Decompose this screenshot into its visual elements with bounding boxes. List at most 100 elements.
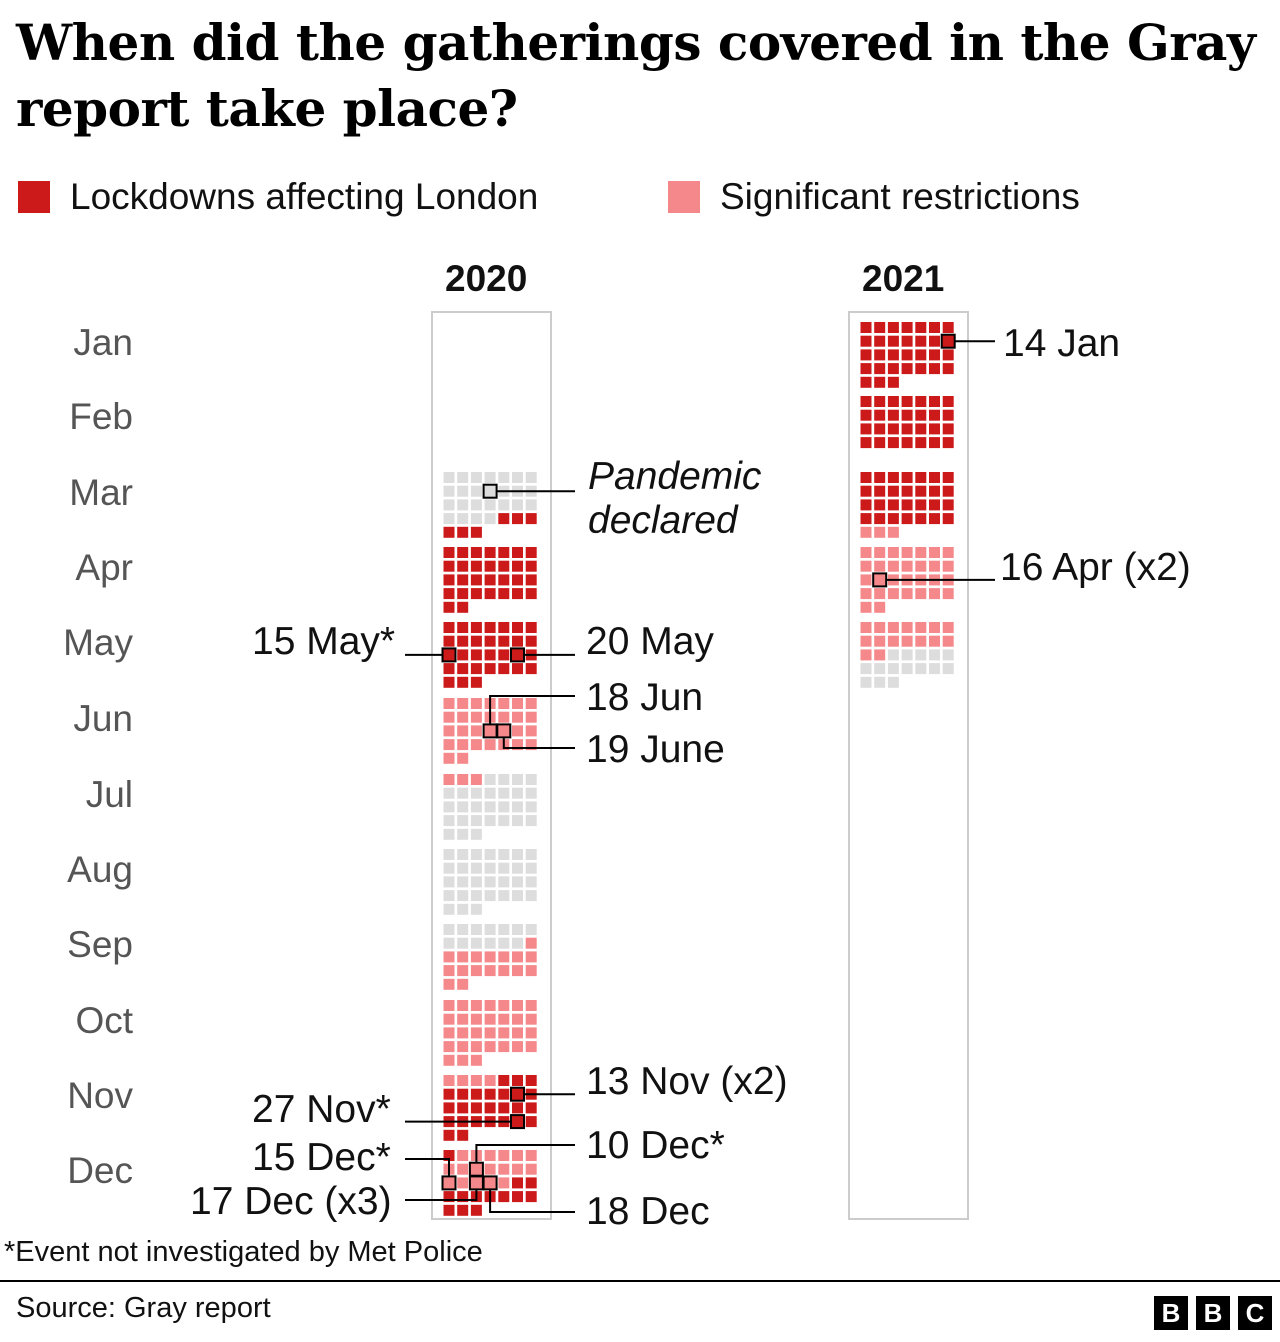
day-cell-2020-10-27 [512, 1041, 523, 1053]
day-cell-2020-3-1 [443, 472, 455, 483]
day-cell-2020-12-13 [512, 1163, 523, 1175]
day-cell-2020-7-24 [470, 815, 482, 827]
day-cell-2021-2-13 [929, 409, 940, 421]
day-cell-2020-7-19 [498, 801, 510, 813]
day-cell-2020-7-21 [525, 801, 537, 813]
day-cell-2021-1-22 [860, 363, 872, 375]
day-cell-2021-5-6 [929, 622, 940, 633]
annotation-marker-2020-11-13 [510, 1086, 525, 1102]
day-cell-2020-5-8 [443, 635, 455, 647]
day-cell-2020-10-30 [457, 1054, 469, 1066]
annotation-label-2020-12-17: 17 Dec (x3) [190, 1180, 392, 1223]
day-cell-2020-9-5 [498, 924, 510, 935]
month-label-aug: Aug [67, 849, 133, 890]
day-cell-2021-1-25 [901, 363, 913, 375]
day-cell-2021-5-5 [915, 622, 927, 633]
day-cell-2021-4-10 [887, 560, 899, 572]
day-cell-2021-1-31 [887, 376, 899, 388]
day-cell-2021-2-8 [860, 409, 872, 421]
day-cell-2021-3-1 [860, 472, 872, 483]
day-cell-2020-3-19 [498, 499, 510, 511]
day-cell-2021-5-10 [887, 635, 899, 647]
day-cell-2020-3-3 [470, 472, 482, 483]
day-cell-2020-6-13 [512, 711, 523, 723]
day-cell-2020-5-26 [498, 663, 510, 675]
day-cell-2021-4-3 [887, 547, 899, 558]
day-cell-2020-4-26 [498, 588, 510, 600]
day-cell-2020-5-6 [512, 622, 523, 633]
day-cell-2021-2-6 [929, 396, 940, 407]
day-cell-2021-3-15 [860, 499, 872, 511]
day-cell-2021-1-19 [915, 349, 927, 361]
day-cell-2020-10-5 [498, 1000, 510, 1011]
day-cell-2020-8-29 [443, 903, 455, 915]
day-cell-2021-3-20 [929, 499, 940, 511]
day-cell-2020-5-23 [457, 663, 469, 675]
legend-item-lockdowns: Lockdowns affecting London [18, 176, 538, 218]
day-cell-2021-1-10 [887, 335, 899, 347]
day-cell-2020-9-22 [443, 965, 455, 977]
day-cell-2020-6-29 [443, 752, 455, 764]
day-cell-2020-4-1 [443, 547, 455, 558]
day-cell-2020-8-8 [443, 862, 455, 874]
day-cell-2020-10-21 [525, 1027, 537, 1039]
day-cell-2020-9-30 [457, 978, 469, 990]
day-cell-2020-3-24 [470, 513, 482, 525]
day-cell-2021-2-11 [901, 409, 913, 421]
day-cell-2021-2-4 [901, 396, 913, 407]
day-cell-2020-7-7 [525, 774, 537, 785]
day-cell-2021-4-25 [901, 588, 913, 600]
day-cell-2020-9-23 [457, 965, 469, 977]
day-cell-2020-10-25 [484, 1041, 496, 1053]
day-cell-2021-3-17 [887, 499, 899, 511]
day-cell-2020-5-1 [443, 622, 455, 633]
day-cell-2020-8-18 [484, 876, 496, 888]
day-cell-2020-8-14 [525, 862, 537, 874]
day-cell-2020-7-28 [525, 815, 537, 827]
year-panel-2021 [848, 311, 969, 1220]
day-cell-2020-3-20 [512, 499, 523, 511]
day-cell-2021-4-12 [915, 560, 927, 572]
annotation-marker-2020-12-18 [482, 1175, 498, 1191]
day-cell-2021-2-21 [942, 423, 954, 435]
day-cell-2021-2-10 [887, 409, 899, 421]
day-cell-2020-6-25 [484, 739, 496, 751]
day-cell-2020-11-7 [525, 1075, 537, 1086]
day-cell-2020-9-18 [484, 951, 496, 963]
day-cell-2021-1-20 [929, 349, 940, 361]
day-cell-2020-6-27 [512, 739, 523, 751]
day-cell-2020-4-20 [512, 574, 523, 586]
annotation-label-2021-01-14: 14 Jan [1003, 322, 1121, 365]
day-cell-2020-7-3 [470, 774, 482, 785]
day-cell-2021-1-21 [942, 349, 954, 361]
day-cell-2020-5-22 [443, 663, 455, 675]
day-cell-2020-7-5 [498, 774, 510, 785]
day-cell-2020-10-15 [443, 1027, 455, 1039]
day-cell-2020-11-15 [443, 1102, 455, 1114]
day-cell-2020-12-7 [525, 1150, 537, 1161]
day-cell-2020-12-31 [470, 1204, 482, 1216]
day-cell-2020-8-2 [457, 849, 469, 860]
day-cell-2021-2-27 [929, 437, 940, 449]
day-cell-2021-5-14 [942, 635, 954, 647]
day-cell-2020-10-14 [525, 1013, 537, 1025]
annotation-marker-2021-04-16 [872, 572, 888, 588]
annotation-marker-2020-12-15 [441, 1175, 457, 1191]
month-label-jan: Jan [73, 322, 133, 363]
day-cell-2020-7-20 [512, 801, 523, 813]
day-cell-2021-3-22 [860, 513, 872, 525]
day-cell-2021-5-30 [874, 676, 886, 688]
day-cell-2020-6-28 [525, 739, 537, 751]
day-cell-2020-4-7 [525, 547, 537, 558]
day-cell-2021-1-5 [915, 322, 927, 333]
day-cell-2020-9-24 [470, 965, 482, 977]
day-cell-2020-9-27 [512, 965, 523, 977]
day-cell-2020-7-6 [512, 774, 523, 785]
day-cell-2021-3-29 [860, 526, 872, 538]
day-cell-2020-8-24 [470, 890, 482, 902]
day-cell-2020-4-14 [525, 560, 537, 572]
day-cell-2020-7-31 [470, 828, 482, 840]
day-cell-2020-10-26 [498, 1041, 510, 1053]
annotation-label-2020-05-20: 20 May [586, 620, 714, 663]
